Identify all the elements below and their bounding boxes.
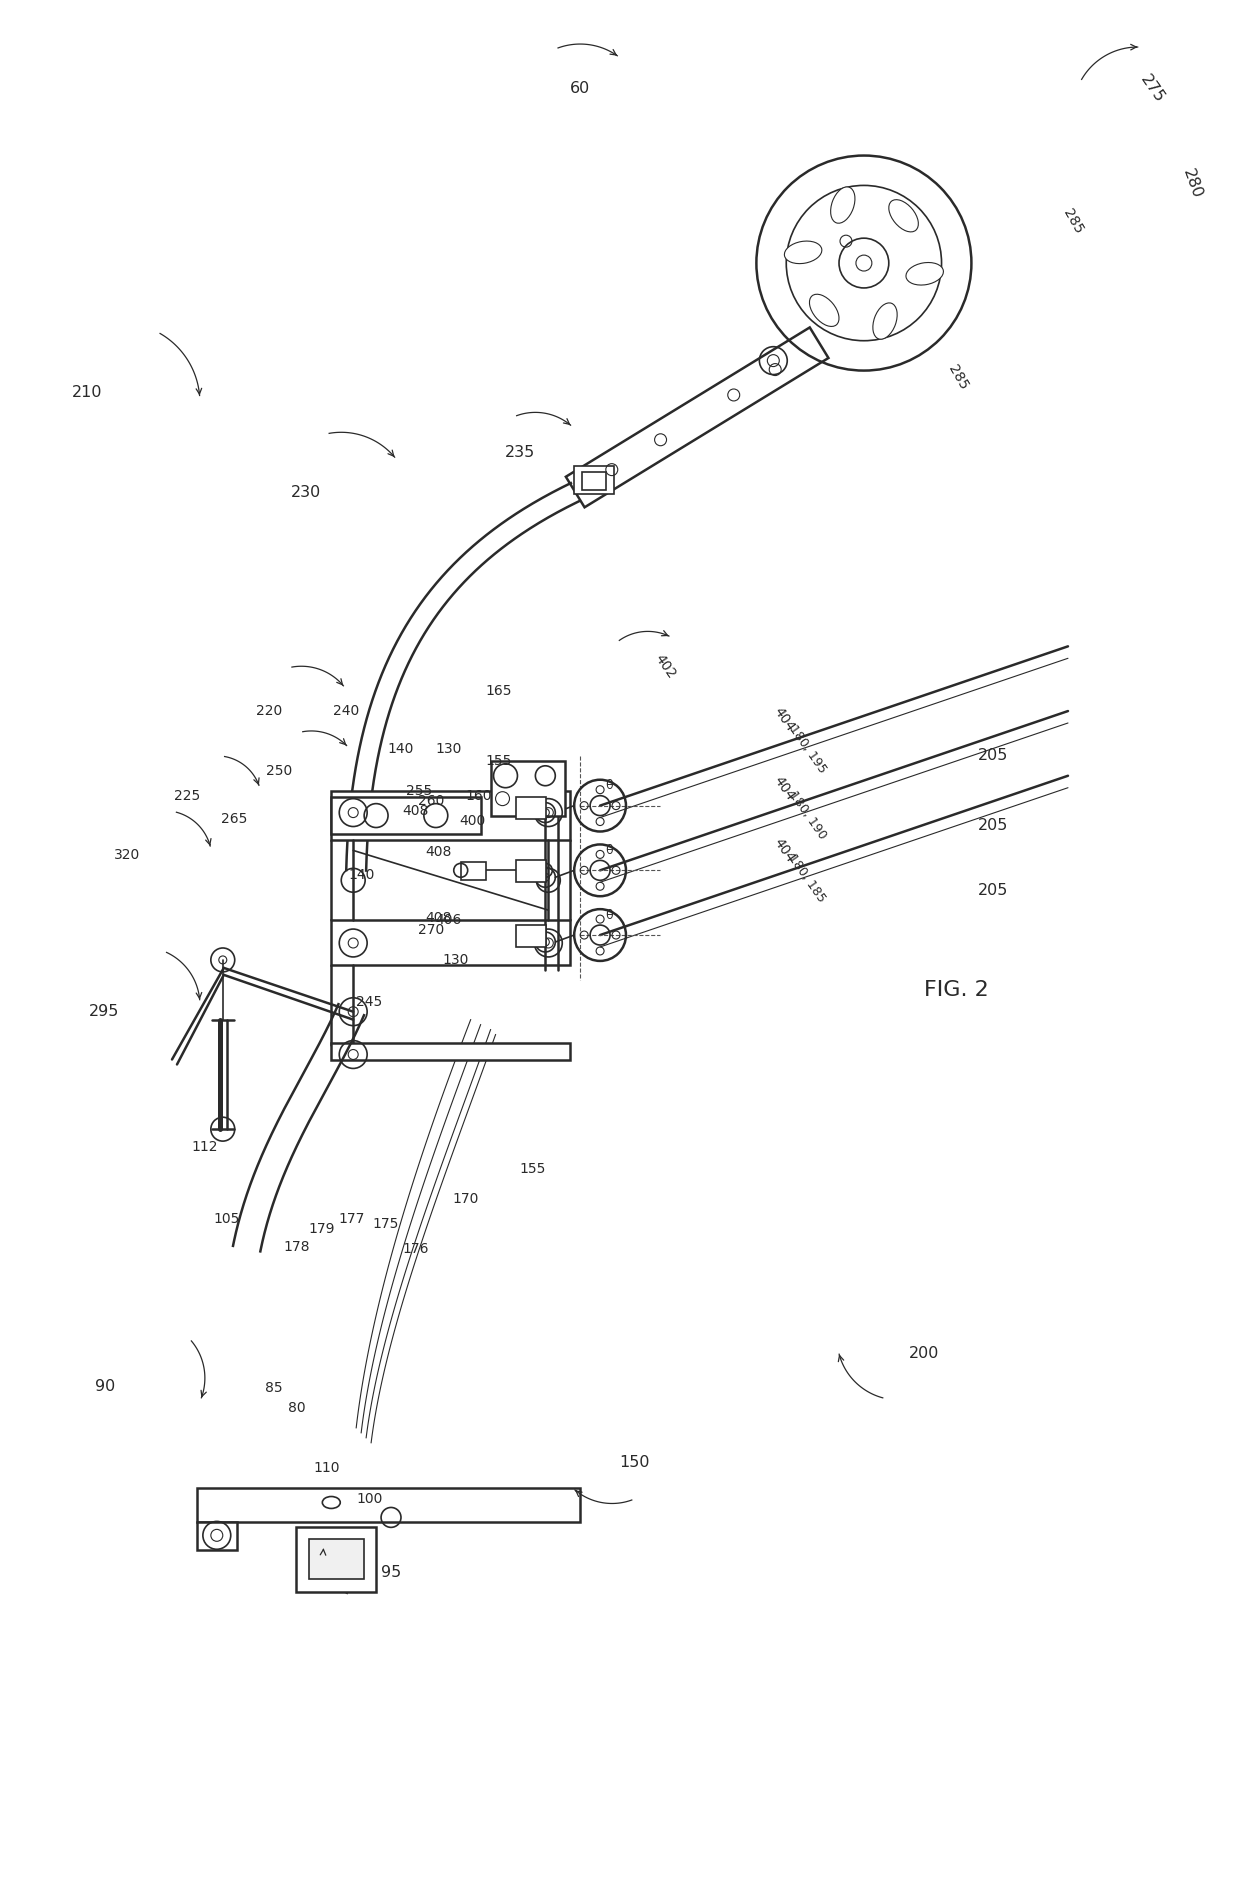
Bar — [331, 796, 481, 834]
Text: θ: θ — [605, 779, 613, 793]
Text: 265: 265 — [221, 811, 247, 825]
Text: 95: 95 — [381, 1564, 402, 1579]
Bar — [296, 1527, 376, 1593]
Text: 179: 179 — [308, 1221, 335, 1236]
Bar — [461, 862, 486, 879]
Text: 235: 235 — [506, 445, 536, 460]
Bar — [517, 925, 547, 947]
Text: 155: 155 — [485, 753, 512, 768]
Text: 100: 100 — [356, 1493, 382, 1506]
Text: 240: 240 — [334, 704, 360, 719]
Text: 160: 160 — [465, 789, 492, 802]
Bar — [197, 1487, 580, 1523]
Text: 210: 210 — [72, 385, 103, 400]
Bar — [517, 796, 547, 819]
Text: 404: 404 — [771, 704, 797, 734]
Text: 285: 285 — [946, 362, 971, 392]
Bar — [582, 472, 606, 491]
Text: 80: 80 — [288, 1400, 305, 1415]
Text: 60: 60 — [570, 81, 590, 96]
Text: 270: 270 — [418, 923, 444, 938]
Text: 180, 185: 180, 185 — [786, 851, 828, 906]
Text: 176: 176 — [403, 1242, 429, 1255]
Text: 295: 295 — [89, 1004, 119, 1019]
Text: 200: 200 — [909, 1345, 939, 1361]
Text: FIG. 2: FIG. 2 — [924, 979, 988, 1000]
Text: 220: 220 — [257, 704, 283, 719]
Text: 255: 255 — [405, 783, 432, 798]
Text: 400: 400 — [460, 813, 486, 828]
Text: 245: 245 — [356, 994, 382, 1010]
Text: 402: 402 — [651, 651, 678, 681]
Text: 230: 230 — [291, 485, 321, 500]
Text: 155: 155 — [520, 1162, 546, 1176]
Text: 280: 280 — [1180, 166, 1205, 200]
Text: 175: 175 — [373, 1217, 399, 1230]
Text: 180, 195: 180, 195 — [786, 723, 828, 776]
Text: 406: 406 — [435, 913, 463, 927]
Bar — [331, 921, 570, 964]
Text: 205: 205 — [978, 819, 1008, 832]
Text: 250: 250 — [267, 764, 293, 777]
Ellipse shape — [785, 242, 822, 264]
Text: 85: 85 — [265, 1381, 283, 1394]
Text: 110: 110 — [312, 1461, 340, 1474]
Text: 112: 112 — [192, 1140, 218, 1155]
Text: θ: θ — [605, 843, 613, 857]
Text: 408: 408 — [425, 845, 453, 859]
Ellipse shape — [906, 262, 944, 285]
Text: 165: 165 — [485, 685, 512, 698]
Text: 177: 177 — [339, 1211, 365, 1227]
Text: 105: 105 — [213, 1211, 241, 1227]
Text: θ: θ — [605, 910, 613, 921]
Bar — [574, 466, 614, 494]
Bar — [517, 860, 547, 883]
Text: 275: 275 — [1138, 72, 1167, 106]
Text: 320: 320 — [114, 849, 140, 862]
Text: 205: 205 — [978, 883, 1008, 898]
Bar — [331, 1042, 570, 1060]
Text: 140: 140 — [348, 868, 374, 883]
Text: 90: 90 — [95, 1379, 115, 1393]
Ellipse shape — [810, 294, 839, 326]
Text: 285: 285 — [1060, 206, 1085, 236]
Ellipse shape — [889, 200, 919, 232]
Ellipse shape — [322, 1496, 340, 1508]
Ellipse shape — [873, 304, 898, 340]
Text: 408: 408 — [403, 804, 429, 817]
Text: 408: 408 — [425, 911, 453, 925]
Text: 130: 130 — [443, 953, 469, 966]
Bar — [331, 791, 570, 840]
Bar — [310, 1540, 365, 1579]
Text: 130: 130 — [435, 742, 463, 757]
Text: 150: 150 — [620, 1455, 650, 1470]
Polygon shape — [565, 328, 828, 508]
Ellipse shape — [831, 187, 854, 223]
Text: 140: 140 — [388, 742, 414, 757]
Text: 170: 170 — [453, 1193, 479, 1206]
Text: 260: 260 — [418, 794, 444, 808]
Bar — [491, 760, 565, 815]
Text: 404: 404 — [771, 774, 797, 804]
Text: 178: 178 — [283, 1240, 310, 1253]
Bar — [197, 1523, 237, 1551]
Text: 180, 190: 180, 190 — [786, 789, 828, 842]
Text: 205: 205 — [978, 749, 1008, 764]
Text: 404: 404 — [771, 836, 797, 864]
Text: 225: 225 — [174, 789, 200, 802]
